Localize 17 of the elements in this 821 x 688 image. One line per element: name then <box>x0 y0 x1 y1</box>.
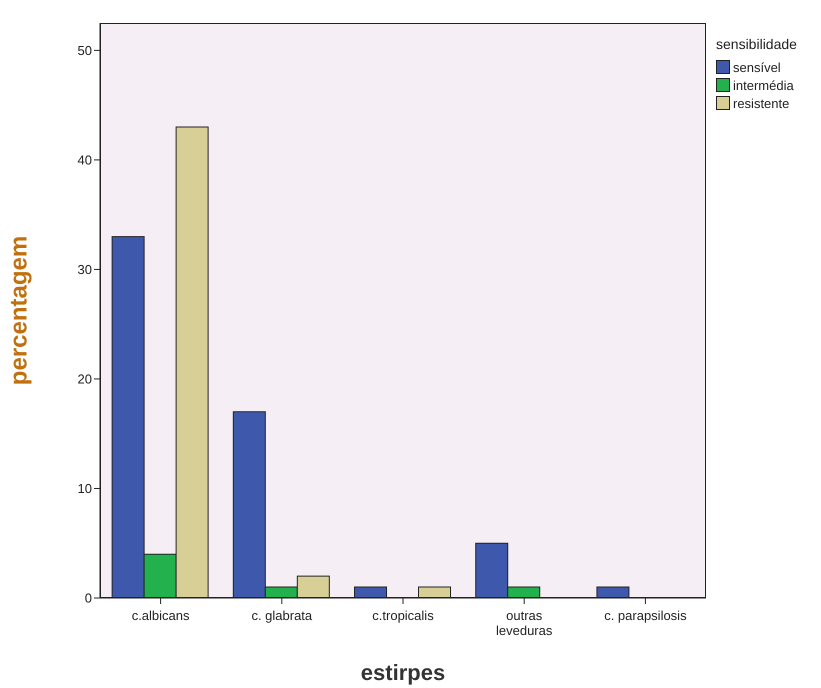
x-axis-title: estirpes <box>360 660 446 685</box>
x-tick-label: outras leveduras <box>496 608 553 638</box>
y-tick-label: 40 <box>78 152 92 168</box>
legend-label: intermédia <box>733 78 794 92</box>
x-tick-label: c.albicans <box>132 608 190 623</box>
legend-label: resistente <box>733 96 790 110</box>
y-tick-label: 50 <box>78 42 92 58</box>
y-tick-label: 0 <box>84 590 92 606</box>
y-tick-label: 30 <box>78 262 92 278</box>
x-tick-label: c.tropicalis <box>372 608 434 623</box>
y-axis-title: percentagem <box>6 236 33 386</box>
legend-title: sensibilidade <box>716 36 797 52</box>
y-tick-label: 20 <box>78 372 92 387</box>
legend-label: sensível <box>733 60 781 74</box>
x-tick-label: c. parapsilosis <box>604 608 688 623</box>
y-tick-label: 10 <box>78 481 92 496</box>
x-tick-label: c. glabrata <box>251 608 313 623</box>
